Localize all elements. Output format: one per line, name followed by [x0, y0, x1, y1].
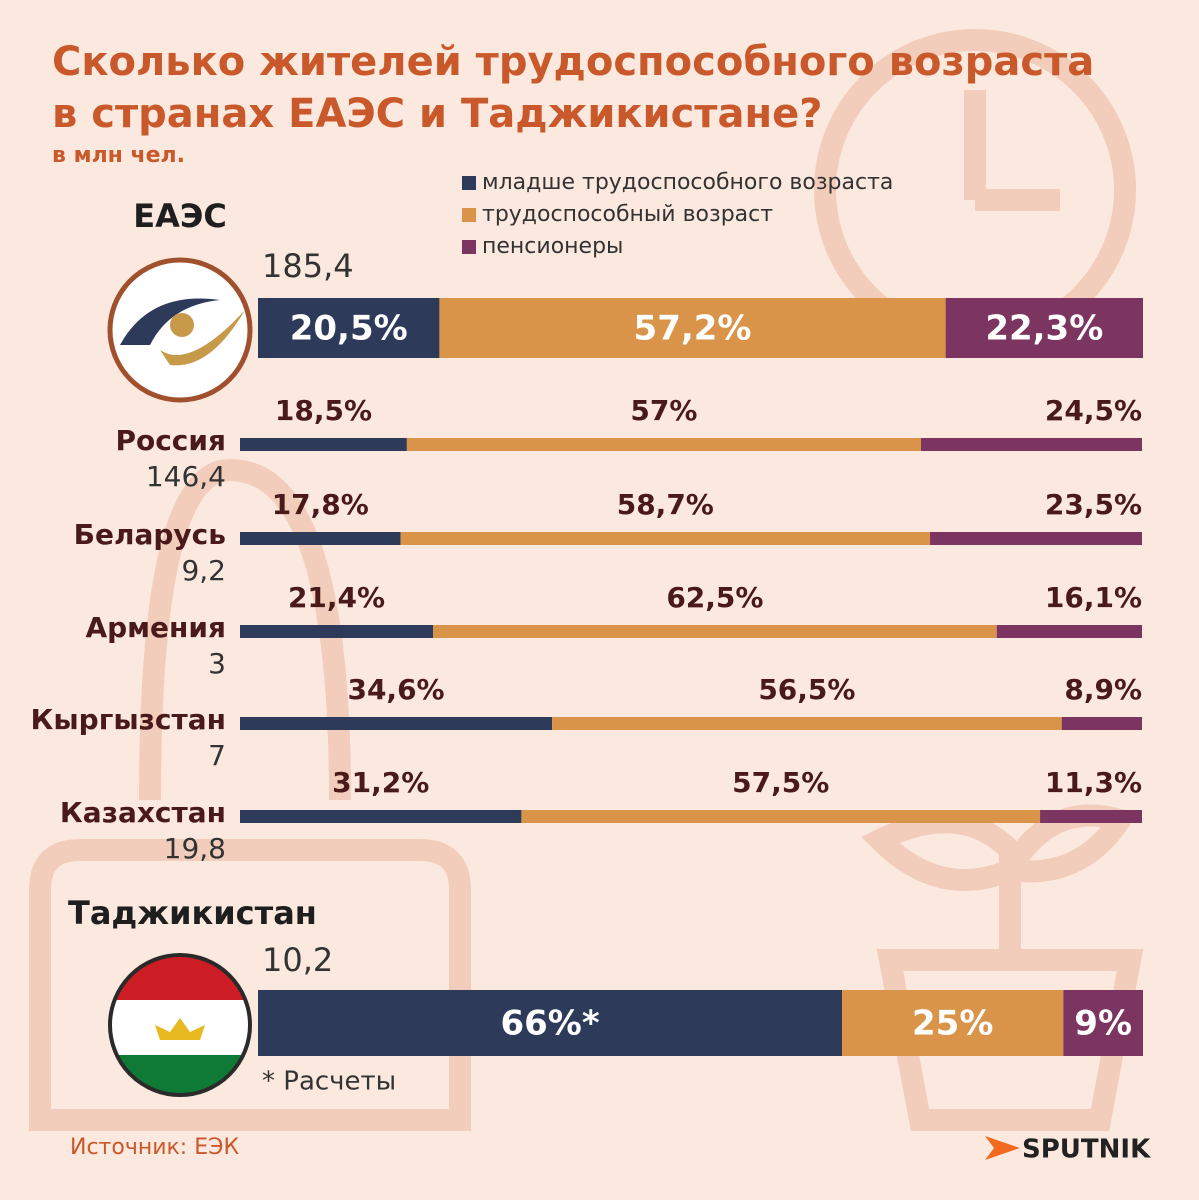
total-label: 19,8: [164, 832, 226, 865]
value-label: 16,1%: [1045, 581, 1142, 614]
category-label: Таджикистан: [68, 894, 317, 932]
bar-segment: [842, 990, 1064, 1056]
bar-segment: [945, 298, 1143, 358]
bar-segment: [258, 298, 440, 358]
legend-label: пенсионеры: [482, 234, 623, 259]
footnote: * Расчеты: [262, 1067, 396, 1097]
legend-swatch: [462, 208, 476, 222]
value-label: 8,9%: [1064, 673, 1142, 706]
bar-segment: [240, 810, 522, 823]
value-label: 57,2%: [634, 309, 752, 349]
bar-segment: [240, 438, 407, 451]
total-label: 3: [208, 647, 226, 680]
value-label: 24,5%: [1045, 394, 1142, 427]
brand: SPUTNIK: [1022, 1135, 1151, 1165]
category-label: ЕАЭС: [133, 197, 227, 235]
chart-title: Сколько жителей трудоспособного возраста…: [52, 39, 1094, 137]
brand-logo: SPUTNIK: [985, 1135, 1151, 1165]
value-label: 9%: [1074, 1004, 1132, 1044]
legend-label: младше трудоспособного возраста: [482, 170, 893, 195]
legend-label: трудоспособный возраст: [482, 202, 773, 227]
category-label: Россия: [115, 424, 226, 457]
value-label: 62,5%: [666, 581, 763, 614]
value-label: 23,5%: [1045, 488, 1142, 521]
value-label: 22,3%: [985, 309, 1103, 349]
value-label: 11,3%: [1045, 766, 1142, 799]
value-label: 56,5%: [758, 673, 855, 706]
category-label: Беларусь: [74, 518, 226, 551]
bar-segment: [1040, 810, 1142, 823]
total-label: 185,4: [262, 247, 354, 285]
value-label: 66%*: [500, 1004, 599, 1044]
value-label: 58,7%: [617, 488, 714, 521]
total-label: 7: [208, 739, 226, 772]
total-label: 9,2: [181, 554, 226, 587]
value-label: 34,6%: [347, 673, 444, 706]
legend-swatch: [462, 176, 476, 190]
bar-segment: [439, 298, 946, 358]
value-label: 57%: [630, 394, 697, 427]
value-label: 20,5%: [290, 309, 408, 349]
bar-segment: [433, 625, 997, 638]
value-label: 31,2%: [332, 766, 429, 799]
bar-segment: [921, 438, 1142, 451]
value-label: 21,4%: [288, 581, 385, 614]
value-label: 25%: [912, 1004, 993, 1044]
bar-segment: [258, 990, 843, 1056]
value-label: 18,5%: [275, 394, 372, 427]
subtitle: в млн чел.: [52, 143, 185, 168]
bar-segment: [521, 810, 1041, 823]
bar-segment: [1061, 717, 1142, 730]
value-label: 17,8%: [272, 488, 369, 521]
bar-segment: [552, 717, 1062, 730]
bar-segment: [1063, 990, 1143, 1056]
category-label: Казахстан: [60, 796, 226, 829]
category-label: Кыргызстан: [30, 703, 226, 736]
total-label: 146,4: [146, 460, 226, 493]
bar-segment: [406, 438, 922, 451]
source: Источник: ЕЭК: [70, 1135, 239, 1160]
bar-segment: [240, 717, 553, 730]
bar-segment: [996, 625, 1142, 638]
value-label: 57,5%: [732, 766, 829, 799]
bar-segment: [400, 532, 931, 545]
legend-swatch: [462, 240, 476, 254]
eaeu-emblem: [107, 257, 253, 403]
bar-segment: [930, 532, 1142, 545]
total-label: 10,2: [262, 941, 333, 979]
category-label: Армения: [85, 611, 226, 644]
bar-segment: [240, 625, 434, 638]
bar-segment: [240, 532, 401, 545]
